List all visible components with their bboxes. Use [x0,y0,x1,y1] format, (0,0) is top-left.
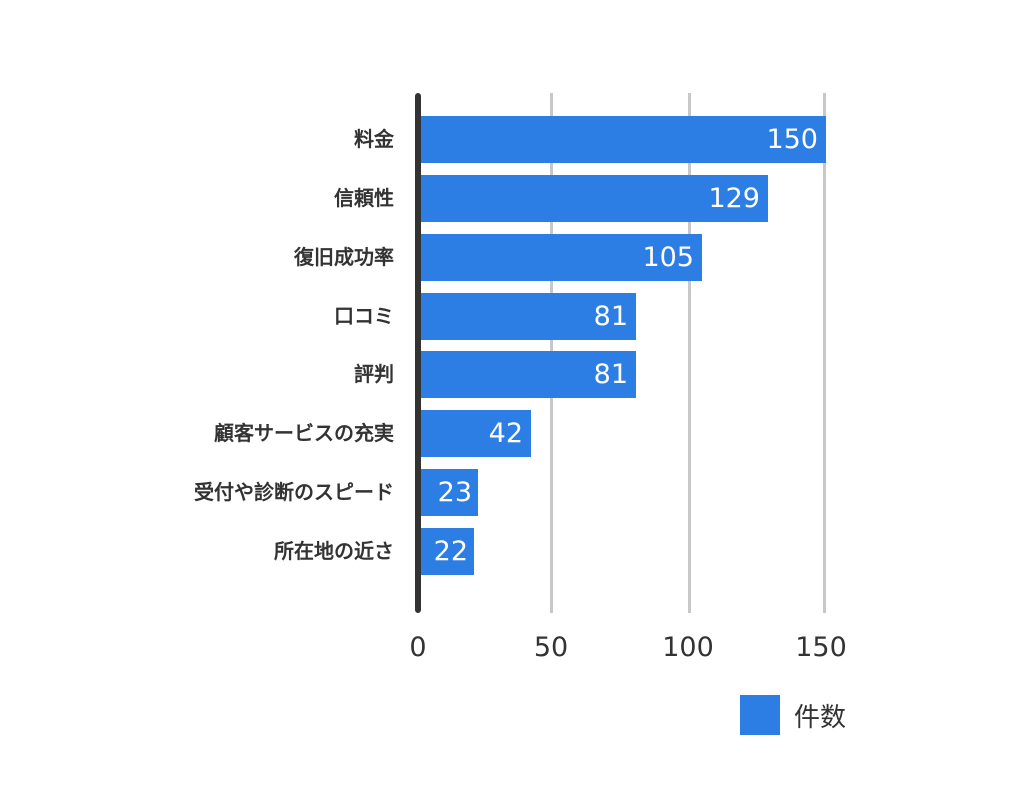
bar-value-label: 81 [593,301,628,332]
y-axis-line [415,93,421,613]
bar-fukkyu-seikouritsu: 105 [421,234,702,281]
x-tick-label: 50 [533,632,569,663]
bar-kuchikomi: 81 [421,293,636,340]
bar-value-label: 129 [708,183,760,214]
category-label: 信頼性 [334,186,394,210]
x-tick-label: 0 [409,632,427,663]
bar-value-label: 105 [642,242,694,273]
bar-customer-service: 42 [421,410,531,457]
bar-value-label: 150 [766,124,818,155]
category-label: 料金 [354,127,394,151]
bar-value-label: 81 [593,359,628,390]
x-tick-label: 150 [795,632,847,663]
category-label: 復旧成功率 [294,245,394,269]
gridline-100 [688,93,691,613]
legend: 件数 [740,695,846,735]
bar-value-label: 42 [488,418,523,449]
category-label: 評判 [354,362,394,386]
gridline-150 [823,93,826,613]
legend-label: 件数 [794,702,847,733]
bar-value-label: 22 [433,536,468,567]
bar-value-label: 23 [437,477,472,508]
category-label: 受付や診断のスピード [194,480,394,504]
category-label: 所在地の近さ [274,539,394,563]
bar-ryokin: 150 [421,116,826,163]
bar-shinraisei: 129 [421,175,768,222]
category-label: 口コミ [334,304,394,328]
bar-hyoban: 81 [421,351,636,398]
legend-swatch-icon [740,695,780,735]
bar-reception-speed: 23 [421,469,478,516]
x-tick-label: 100 [662,632,714,663]
bar-location: 22 [421,528,474,575]
category-label: 顧客サービスの充実 [214,421,394,445]
